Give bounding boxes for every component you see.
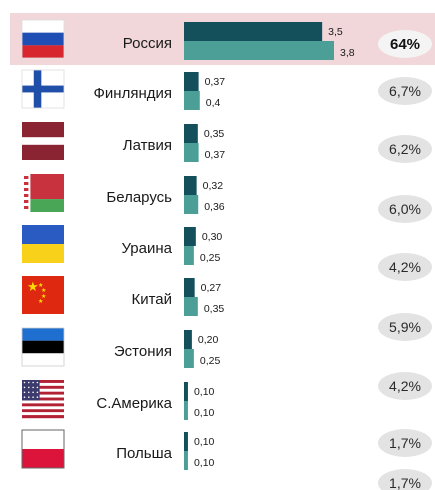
country-name-latvia: Латвия (123, 137, 172, 154)
share-pill-finland (378, 77, 432, 105)
share-label-finland: 6,7% (389, 83, 421, 99)
value-label-b-latvia: 0,37 (205, 149, 226, 161)
svg-text:★: ★ (38, 282, 43, 289)
share-pill-poland (378, 469, 432, 490)
value-label-a-estonia: 0,20 (198, 334, 219, 346)
flag-finland-icon (21, 69, 65, 109)
bar-series-a-china (184, 278, 195, 297)
svg-text:★: ★ (27, 280, 39, 295)
value-label-a-russia: 3,5 (328, 26, 343, 38)
flag-belarus-icon (22, 174, 64, 212)
flag-china-icon: ★ ★★★★ (22, 276, 64, 314)
bar-series-a-latvia (184, 124, 198, 143)
share-pill-belarus (378, 195, 432, 223)
share-pill-ukraine (378, 253, 432, 281)
value-label-b-estonia: 0,25 (200, 355, 221, 367)
flag-usa-icon (22, 380, 64, 419)
bar-series-b-usa (184, 401, 188, 420)
country-name-poland: Польша (116, 445, 172, 462)
share-label-belarus: 6,0% (389, 201, 421, 217)
bar-series-a-russia (184, 22, 323, 41)
share-label-poland: 1,7% (389, 475, 421, 490)
flag-latvia-icon (22, 122, 64, 160)
svg-text:★: ★ (41, 287, 46, 294)
value-label-b-poland: 0,10 (194, 457, 215, 469)
share-pill-russia (378, 30, 432, 58)
share-label-china: 5,9% (389, 319, 421, 335)
bar-series-b-estonia (184, 349, 194, 368)
value-label-a-ukraine: 0,30 (202, 231, 223, 243)
country-name-usa: С.Америка (96, 395, 172, 412)
bar-series-a-belarus (184, 176, 197, 195)
bar-series-a-usa (184, 382, 188, 401)
country-name-belarus: Беларусь (106, 189, 172, 206)
share-pill-china (378, 313, 432, 341)
value-label-b-china: 0,35 (204, 303, 225, 315)
country-name-russia: Россия (123, 35, 172, 52)
flag-poland-icon (21, 429, 65, 469)
bar-series-a-poland (184, 432, 188, 451)
value-label-b-usa: 0,10 (194, 407, 215, 419)
bar-series-b-finland (184, 91, 200, 110)
value-label-b-russia: 3,8 (340, 47, 355, 59)
value-label-a-belarus: 0,32 (203, 180, 224, 192)
bar-series-b-latvia (184, 143, 199, 162)
bar-series-b-china (184, 297, 198, 316)
bar-series-b-poland (184, 451, 188, 470)
bar-series-a-ukraine (184, 227, 196, 246)
bar-series-a-finland (184, 72, 199, 91)
country-name-finland: Финляндия (94, 85, 172, 102)
share-pill-usa (378, 429, 432, 457)
bar-series-b-ukraine (184, 246, 194, 265)
svg-text:★: ★ (38, 298, 43, 305)
share-label-usa: 1,7% (389, 435, 421, 451)
share-label-latvia: 6,2% (389, 141, 421, 157)
flag-ukraine-icon (22, 225, 64, 263)
share-label-ukraine: 4,2% (389, 259, 421, 275)
bar-series-a-estonia (184, 330, 192, 349)
value-label-a-china: 0,27 (201, 282, 222, 294)
country-name-ukraine: Ураина (121, 240, 172, 257)
flag-estonia-icon (21, 327, 65, 367)
share-label-russia: 64% (390, 36, 420, 53)
share-pill-estonia (378, 372, 432, 400)
flag-russia-icon (21, 19, 65, 59)
value-label-b-ukraine: 0,25 (200, 252, 221, 264)
share-pill-latvia (378, 135, 432, 163)
value-label-a-usa: 0,10 (194, 386, 215, 398)
value-label-b-belarus: 0,36 (204, 201, 225, 213)
bar-series-b-belarus (184, 195, 199, 214)
country-name-china: Китай (131, 291, 172, 308)
value-label-a-poland: 0,10 (194, 436, 215, 448)
svg-text:★: ★ (41, 293, 46, 300)
bar-series-b-russia (184, 41, 334, 60)
value-label-a-finland: 0,37 (205, 76, 226, 88)
value-label-a-latvia: 0,35 (204, 128, 225, 140)
country-name-estonia: Эстония (114, 343, 172, 360)
share-label-estonia: 4,2% (389, 378, 421, 394)
value-label-b-finland: 0,4 (206, 97, 221, 109)
